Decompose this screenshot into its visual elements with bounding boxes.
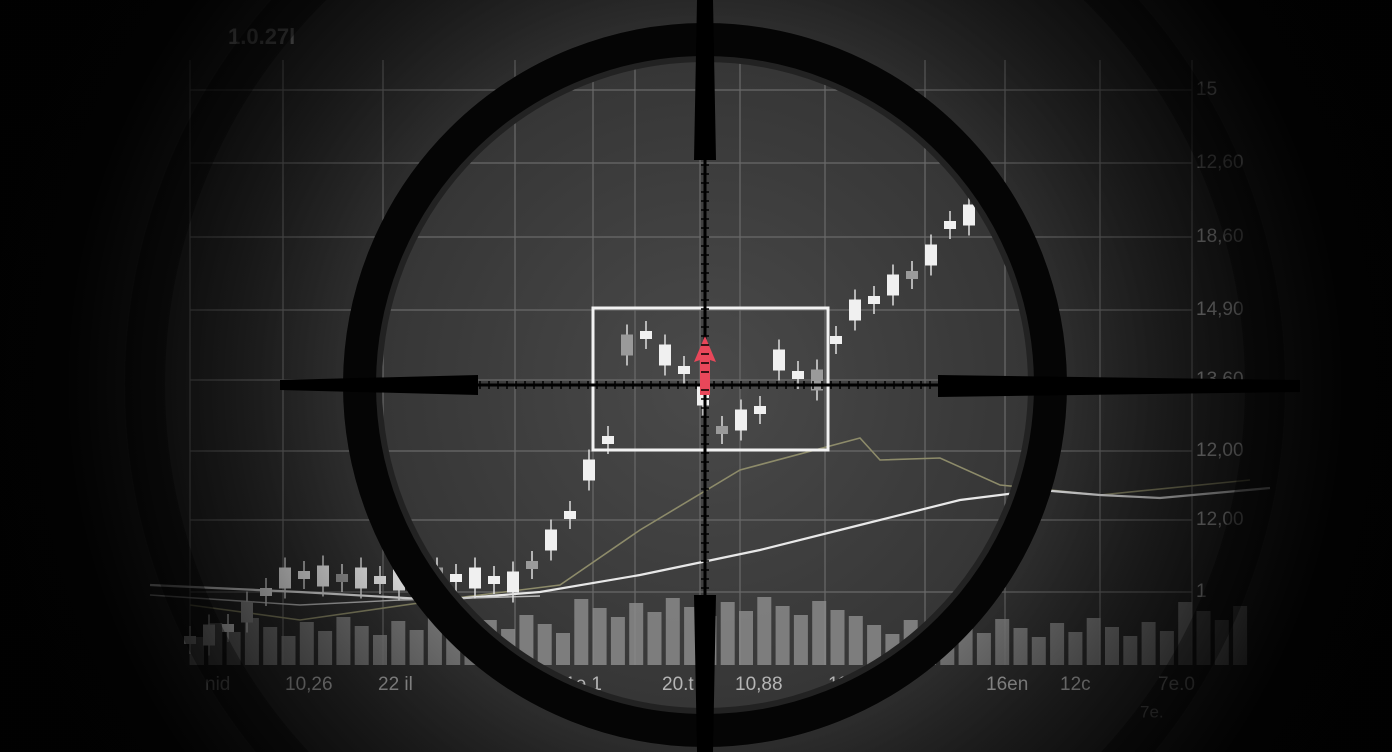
post-bottom xyxy=(694,595,716,752)
reticle xyxy=(280,0,1300,752)
post-right xyxy=(938,375,1300,397)
post-left xyxy=(280,375,478,395)
post-top xyxy=(694,0,716,160)
target-box xyxy=(591,306,830,452)
arrow xyxy=(694,336,716,395)
